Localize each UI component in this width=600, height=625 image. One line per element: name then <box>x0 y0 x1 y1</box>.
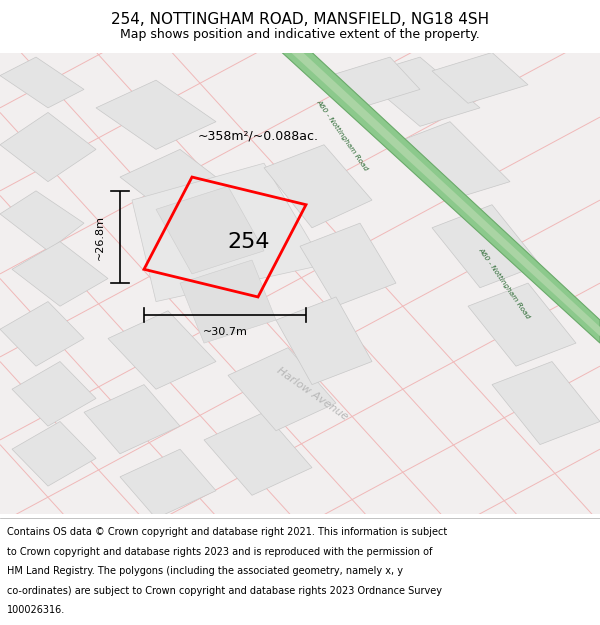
Text: ~26.8m: ~26.8m <box>95 214 105 259</box>
Polygon shape <box>12 361 96 426</box>
Polygon shape <box>0 112 96 182</box>
Polygon shape <box>132 163 324 302</box>
Polygon shape <box>432 52 528 103</box>
Polygon shape <box>0 52 600 514</box>
Polygon shape <box>180 260 276 343</box>
Polygon shape <box>204 412 312 495</box>
Polygon shape <box>300 223 396 306</box>
Text: 254: 254 <box>228 232 270 252</box>
Text: A60 - Nottingham Road: A60 - Nottingham Road <box>315 99 369 172</box>
Polygon shape <box>390 122 510 200</box>
Polygon shape <box>108 311 216 389</box>
Text: Harlow Avenue: Harlow Avenue <box>275 366 349 422</box>
Polygon shape <box>120 449 216 518</box>
Text: Map shows position and indicative extent of the property.: Map shows position and indicative extent… <box>120 28 480 41</box>
Polygon shape <box>330 57 420 108</box>
Polygon shape <box>360 57 480 126</box>
Polygon shape <box>120 149 240 223</box>
Polygon shape <box>84 384 180 454</box>
Polygon shape <box>432 205 540 288</box>
Polygon shape <box>492 361 600 444</box>
Text: 100026316.: 100026316. <box>7 605 65 615</box>
Text: ~358m²/~0.088ac.: ~358m²/~0.088ac. <box>198 129 319 142</box>
Polygon shape <box>156 186 264 274</box>
Polygon shape <box>276 297 372 384</box>
Text: 254, NOTTINGHAM ROAD, MANSFIELD, NG18 4SH: 254, NOTTINGHAM ROAD, MANSFIELD, NG18 4S… <box>111 11 489 26</box>
Polygon shape <box>0 191 84 251</box>
Text: to Crown copyright and database rights 2023 and is reproduced with the permissio: to Crown copyright and database rights 2… <box>7 547 433 557</box>
Text: Contains OS data © Crown copyright and database right 2021. This information is : Contains OS data © Crown copyright and d… <box>7 527 448 537</box>
Polygon shape <box>12 421 96 486</box>
Text: A60 - Nottingham Road: A60 - Nottingham Road <box>477 246 531 320</box>
Polygon shape <box>0 57 84 108</box>
Polygon shape <box>291 52 600 336</box>
Polygon shape <box>282 52 600 343</box>
Text: ~30.7m: ~30.7m <box>203 327 247 337</box>
Polygon shape <box>0 302 84 366</box>
Polygon shape <box>468 283 576 366</box>
Polygon shape <box>228 348 336 431</box>
Polygon shape <box>264 145 372 228</box>
Text: HM Land Registry. The polygons (including the associated geometry, namely x, y: HM Land Registry. The polygons (includin… <box>7 566 403 576</box>
Text: co-ordinates) are subject to Crown copyright and database rights 2023 Ordnance S: co-ordinates) are subject to Crown copyr… <box>7 586 442 596</box>
Polygon shape <box>12 242 108 306</box>
Polygon shape <box>96 80 216 149</box>
